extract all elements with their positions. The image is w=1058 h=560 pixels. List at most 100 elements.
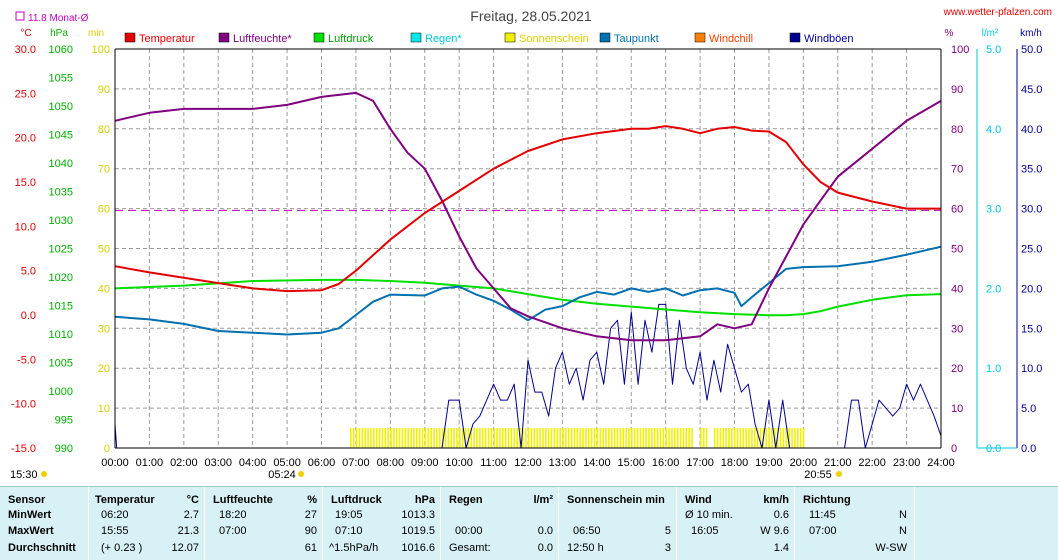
sunshine-bar xyxy=(659,428,662,448)
series-line-windböen xyxy=(114,303,942,449)
sunshine-bar xyxy=(593,428,596,448)
stats-header-temp: Temperatur xyxy=(95,494,155,506)
series-line-luftfeuchte xyxy=(114,91,942,342)
legend-label: Temperatur xyxy=(139,33,195,45)
stats-value: 2.7 xyxy=(183,509,199,521)
stats-time: 19:05 xyxy=(335,509,363,521)
x-tick-label: 17:00 xyxy=(686,457,714,469)
sunshine-bar xyxy=(370,428,372,448)
sunshine-bar xyxy=(622,428,625,448)
sunshine-bar xyxy=(364,428,367,448)
sunshine-bar xyxy=(782,428,785,448)
stats-col-temp: Temperatur °C 06:20 2.7 15:55 21.3 (+ 0.… xyxy=(88,487,205,560)
x-tick-label: 24:00 xyxy=(927,457,955,469)
x-tick-label: 09:00 xyxy=(411,457,439,469)
sunshine-bar xyxy=(516,428,518,448)
series-line-luftdruck xyxy=(114,278,942,317)
stats-value: 0.0 xyxy=(537,525,553,537)
temp-tick-label: 20.0 xyxy=(15,133,36,145)
temp-unit-label: °C xyxy=(20,28,31,39)
sunshine-bar xyxy=(665,428,668,448)
rain-tick-label: 4.0 xyxy=(986,124,1001,136)
stats-row-label: MaxWert xyxy=(8,525,54,537)
sunshine-bar xyxy=(387,428,389,448)
sunshine-bar xyxy=(355,428,358,448)
sunshine-bar xyxy=(390,428,392,448)
wind-tick-label: 30.0 xyxy=(1021,204,1042,216)
sunshine-bar xyxy=(585,428,587,448)
wind-tick-label: 50.0 xyxy=(1021,44,1042,56)
sunshine-bar xyxy=(407,428,410,448)
humidity-tick-label: 50 xyxy=(951,244,963,256)
source-link[interactable]: www.wetter-pfalzen.com xyxy=(943,7,1052,18)
stats-value: 90 xyxy=(304,525,317,537)
stats-time: 07:10 xyxy=(335,525,363,537)
sunshine-bar xyxy=(367,428,369,448)
sunshine-bars xyxy=(350,428,805,448)
stats-value: 3 xyxy=(664,542,671,554)
sunshine-bar xyxy=(576,428,579,448)
sunshine-bar xyxy=(674,428,676,448)
sunshine-bar xyxy=(438,428,441,448)
sunshine-bar xyxy=(748,428,750,448)
sunshine-bar xyxy=(536,428,539,448)
sunshine-bar xyxy=(441,428,444,448)
legend-swatch xyxy=(599,32,611,43)
pressure-tick-label: 1045 xyxy=(49,130,73,142)
sunset-label: 20:55 xyxy=(804,469,832,481)
sunshine-bar xyxy=(700,428,702,448)
sunshine-bar xyxy=(444,428,447,448)
stats-header-direction: Richtung xyxy=(803,494,851,506)
pressure-tick-label: 1000 xyxy=(49,386,73,398)
sunshine-bar xyxy=(513,428,516,448)
sunrise-label: 05:24 xyxy=(268,469,296,481)
sunshine-bar xyxy=(636,428,639,448)
sunshine-bar xyxy=(765,428,768,448)
sunshine-bar xyxy=(459,428,461,448)
temp-tick-label: 5.0 xyxy=(21,266,36,278)
stats-col-wind: Wind km/h Ø 10 min. 0.6 16:05 W 9.6 1.4 xyxy=(676,487,795,560)
sunshine-bar xyxy=(728,428,730,448)
sunshine-bar xyxy=(461,428,464,448)
x-tick-label: 00:00 xyxy=(101,457,129,469)
sun-tick-label: 60 xyxy=(98,204,110,216)
legend-swatch xyxy=(313,32,325,43)
sunshine-bar xyxy=(352,428,355,448)
legend-swatch xyxy=(789,32,801,43)
stats-value: 1.4 xyxy=(773,542,789,554)
humidity-tick-label: 70 xyxy=(951,164,963,176)
stats-unit-rain: l/m² xyxy=(533,494,553,506)
stats-header-pressure: Luftdruck xyxy=(331,494,382,506)
chart-title: Freitag, 28.05.2021 xyxy=(470,8,592,24)
sunshine-bar xyxy=(473,428,475,448)
temp-tick-label: -5.0 xyxy=(17,354,36,366)
sunshine-bar xyxy=(745,428,747,448)
sunshine-bar xyxy=(562,428,564,448)
rain-tick-label: 3.0 xyxy=(986,204,1001,216)
sunshine-bar xyxy=(625,428,627,448)
stats-unit-temp: °C xyxy=(186,494,199,506)
stats-time: 18:20 xyxy=(219,509,247,521)
pressure-tick-label: 1050 xyxy=(49,101,73,113)
sunshine-bar xyxy=(716,428,719,448)
legend-label: Windböen xyxy=(804,33,854,45)
pressure-tick-label: 1060 xyxy=(49,44,73,56)
series-line-temperatur xyxy=(114,125,941,293)
sunshine-bar xyxy=(685,428,688,448)
statistics-table: Sensor MinWert MaxWert Durchschnitt Temp… xyxy=(0,486,1058,560)
stats-value: 5 xyxy=(664,525,671,537)
humidity-unit-label: % xyxy=(945,28,954,39)
sunshine-bar xyxy=(671,428,673,448)
day-length-label: 15:30 xyxy=(10,469,38,481)
weather-chart: 30.0 25.0 20.0 15.0 10.0 5.0 0.0 -5.0 -10.0 -15.0… xyxy=(10,7,1052,481)
sunshine-bar xyxy=(416,428,418,448)
monthly-avg-label: 11.8 Monat-Ø xyxy=(28,13,89,24)
stats-value: 21.3 xyxy=(177,525,199,537)
stats-unit-pressure: hPa xyxy=(414,494,435,506)
sunshine-bar xyxy=(404,428,407,448)
x-tick-label: 18:00 xyxy=(721,457,749,469)
stats-header-rain: Regen xyxy=(449,494,483,506)
sunshine-bar xyxy=(447,428,450,448)
sunshine-bar xyxy=(753,428,756,448)
sunshine-bar xyxy=(779,428,782,448)
